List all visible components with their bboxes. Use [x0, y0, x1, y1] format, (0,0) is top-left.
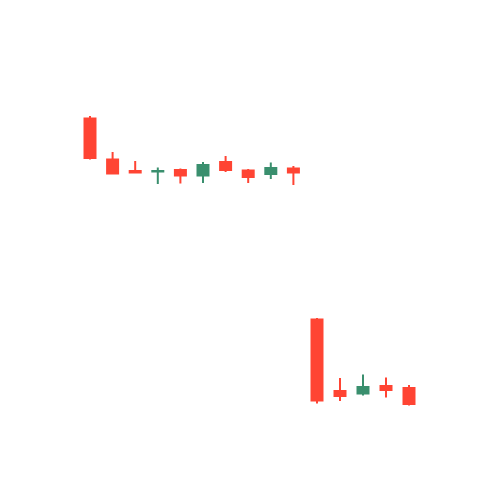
candle-6 — [219, 156, 233, 172]
candle-2 — [128, 161, 142, 174]
candle-1 — [106, 152, 120, 175]
candle-3 — [151, 167, 165, 184]
candle-14 — [402, 385, 416, 406]
candle-body — [196, 164, 210, 177]
candle-body — [333, 390, 347, 397]
candle-body — [173, 169, 187, 177]
candle-body — [286, 167, 300, 174]
candle-body — [241, 169, 255, 178]
candle-11 — [333, 378, 347, 401]
candle-9 — [286, 166, 300, 185]
candles-layer — [83, 116, 416, 406]
candle-body — [402, 387, 416, 405]
candle-13 — [379, 377, 393, 398]
candle-body — [219, 161, 233, 171]
candle-12 — [356, 374, 370, 396]
candle-body — [356, 386, 370, 395]
candle-body — [310, 318, 324, 402]
candle-4 — [173, 168, 187, 184]
candle-7 — [241, 169, 255, 183]
candle-0 — [83, 116, 97, 160]
candle-10 — [310, 318, 324, 404]
candle-body — [83, 117, 97, 159]
candle-body — [106, 158, 120, 175]
candle-body — [128, 170, 142, 174]
candle-body — [264, 167, 278, 175]
candle-8 — [264, 162, 278, 179]
candle-5 — [196, 162, 210, 183]
candle-body — [151, 170, 165, 173]
candle-body — [379, 385, 393, 391]
